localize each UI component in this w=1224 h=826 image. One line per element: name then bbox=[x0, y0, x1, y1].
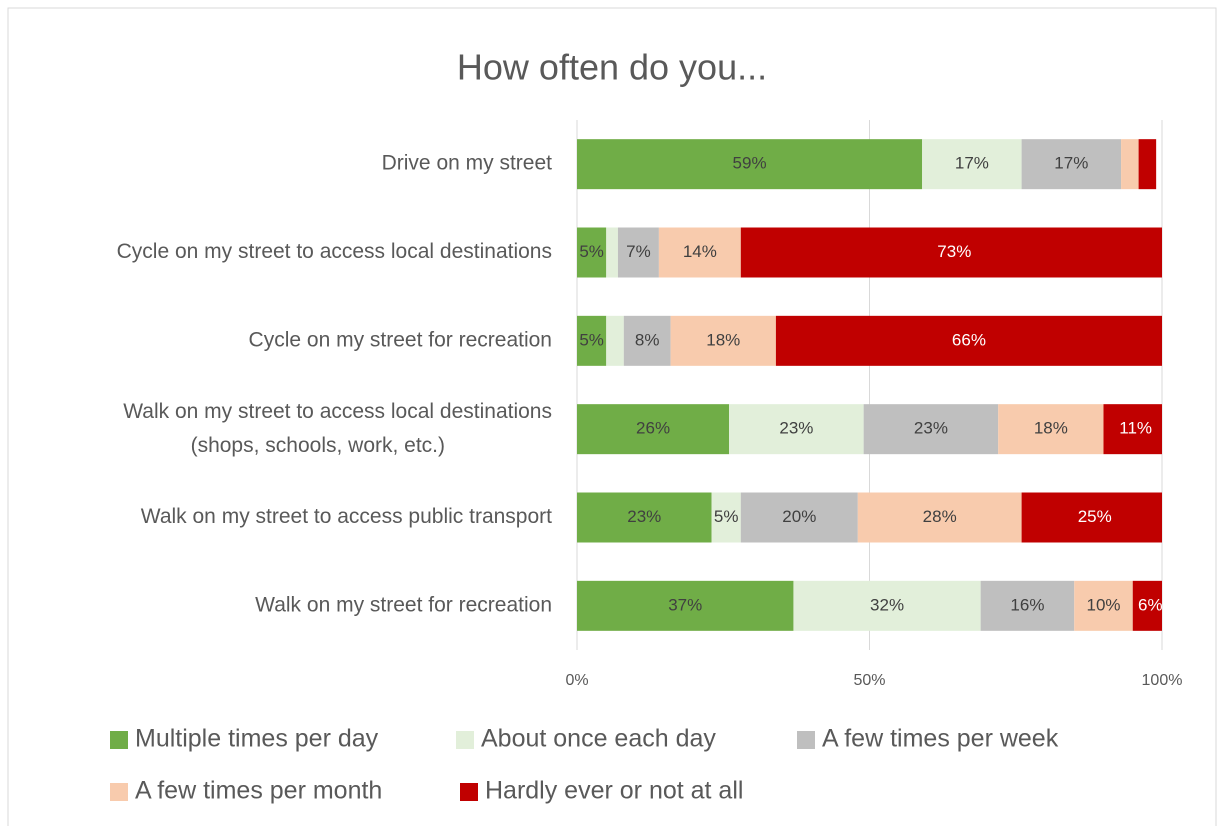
legend-label: A few times per week bbox=[822, 725, 1059, 753]
bar-segment bbox=[863, 404, 999, 455]
data-label: 5% bbox=[714, 507, 739, 526]
data-label: 73% bbox=[937, 242, 971, 261]
y-tick-label: Walk on my street for recreation bbox=[255, 593, 552, 616]
bar-segment bbox=[577, 139, 923, 190]
data-label: 20% bbox=[782, 507, 816, 526]
bar-segment bbox=[577, 404, 730, 455]
bar-segment bbox=[998, 404, 1104, 455]
bar-segment bbox=[1138, 139, 1157, 190]
bar-segment bbox=[577, 492, 712, 543]
legend-swatch bbox=[456, 731, 474, 749]
y-tick-label: Cycle on my street for recreation bbox=[249, 328, 552, 351]
bar-segment bbox=[857, 492, 1022, 543]
data-label: 23% bbox=[627, 507, 661, 526]
bar-segment bbox=[793, 580, 981, 631]
legend-label: Hardly ever or not at all bbox=[485, 777, 743, 805]
legend-swatch bbox=[110, 731, 128, 749]
data-label: 59% bbox=[733, 154, 767, 173]
bar-segment bbox=[1121, 139, 1139, 190]
grid bbox=[576, 120, 1163, 650]
x-tick-label: 50% bbox=[853, 672, 885, 689]
data-label: 11% bbox=[1119, 419, 1152, 438]
bar-segment bbox=[729, 404, 864, 455]
legend-swatch bbox=[110, 783, 128, 801]
bar-segment bbox=[658, 227, 741, 278]
data-label: 17% bbox=[1054, 154, 1088, 173]
bar-segment bbox=[577, 580, 794, 631]
legend-label: About once each day bbox=[481, 725, 716, 753]
bar-segment bbox=[606, 227, 618, 278]
y-tick-label: Cycle on my street to access local desti… bbox=[117, 240, 552, 263]
bar-segment bbox=[775, 315, 1162, 366]
data-label: 6% bbox=[1138, 595, 1163, 614]
data-label: 16% bbox=[1010, 595, 1044, 614]
y-tick-label: Walk on my street to access local destin… bbox=[123, 400, 552, 457]
data-label: 66% bbox=[952, 330, 986, 349]
data-label: 7% bbox=[626, 242, 651, 261]
data-label: 10% bbox=[1086, 595, 1120, 614]
bar-segment bbox=[1103, 404, 1162, 455]
bar-segment bbox=[606, 315, 624, 366]
data-label: 5% bbox=[579, 330, 604, 349]
data-label: 8% bbox=[635, 330, 660, 349]
data-label: 25% bbox=[1078, 507, 1112, 526]
data-label: 18% bbox=[1034, 419, 1068, 438]
y-tick-label: Drive on my street bbox=[382, 152, 553, 175]
data-label: 26% bbox=[636, 419, 670, 438]
bar-segment bbox=[1021, 492, 1162, 543]
bar-segment bbox=[1021, 139, 1122, 190]
bar-segment bbox=[740, 492, 858, 543]
legend-swatch bbox=[460, 783, 478, 801]
data-label: 5% bbox=[579, 242, 604, 261]
x-tick-label: 0% bbox=[565, 672, 588, 689]
data-label: 32% bbox=[870, 595, 904, 614]
legend-swatch bbox=[797, 731, 815, 749]
legend-label: A few times per month bbox=[135, 777, 382, 805]
bar-segment bbox=[670, 315, 776, 366]
data-label: 14% bbox=[683, 242, 717, 261]
bar-segment bbox=[577, 227, 607, 278]
data-label: 17% bbox=[955, 154, 989, 173]
bar-segment bbox=[577, 315, 607, 366]
y-tick-label: Walk on my street to access public trans… bbox=[141, 505, 552, 528]
chart-title: How often do you... bbox=[457, 47, 767, 88]
bar-segment bbox=[980, 580, 1075, 631]
data-label: 28% bbox=[923, 507, 957, 526]
bar-segment bbox=[617, 227, 659, 278]
bar-segment bbox=[711, 492, 741, 543]
data-label: 18% bbox=[706, 330, 740, 349]
data-label: 23% bbox=[914, 419, 948, 438]
data-label: 23% bbox=[779, 419, 813, 438]
bar-segment bbox=[740, 227, 1162, 278]
x-tick-label: 100% bbox=[1142, 672, 1183, 689]
labels: 0% 50% 100% Drive on my street 59% 17% 17% Cycl… bbox=[110, 152, 1182, 805]
bars bbox=[577, 139, 1162, 631]
bar-segment bbox=[1132, 580, 1162, 631]
bar-segment bbox=[1074, 580, 1133, 631]
bar-segment bbox=[922, 139, 1022, 190]
legend-label: Multiple times per day bbox=[135, 725, 379, 753]
bar-segment bbox=[623, 315, 671, 366]
data-label: 37% bbox=[668, 595, 702, 614]
